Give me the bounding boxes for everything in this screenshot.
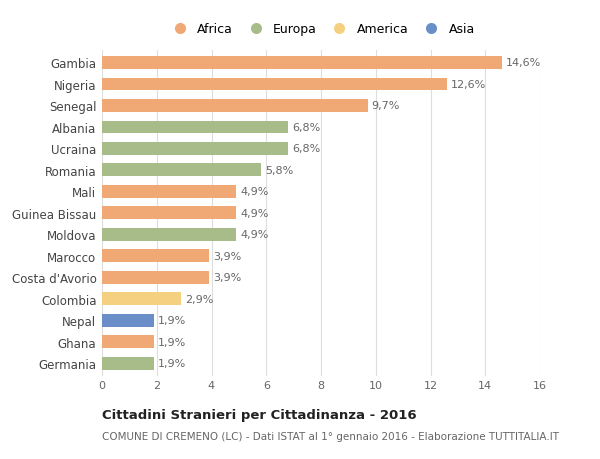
Text: 3,9%: 3,9% xyxy=(213,252,241,261)
Text: 4,9%: 4,9% xyxy=(240,208,269,218)
Text: 12,6%: 12,6% xyxy=(451,80,486,90)
Bar xyxy=(102,250,209,263)
Bar xyxy=(102,164,261,177)
Bar xyxy=(102,229,236,241)
Text: 2,9%: 2,9% xyxy=(185,294,214,304)
Bar xyxy=(102,207,236,220)
Bar xyxy=(102,143,288,156)
Text: 6,8%: 6,8% xyxy=(292,123,320,133)
Bar xyxy=(102,100,368,112)
Legend: Africa, Europa, America, Asia: Africa, Europa, America, Asia xyxy=(164,21,478,39)
Text: 9,7%: 9,7% xyxy=(371,101,400,111)
Bar xyxy=(102,121,288,134)
Text: 1,9%: 1,9% xyxy=(158,316,187,325)
Bar xyxy=(102,78,447,91)
Text: 4,9%: 4,9% xyxy=(240,230,269,240)
Bar xyxy=(102,271,209,284)
Text: 6,8%: 6,8% xyxy=(292,144,320,154)
Text: 14,6%: 14,6% xyxy=(506,58,541,68)
Bar xyxy=(102,314,154,327)
Text: 1,9%: 1,9% xyxy=(158,337,187,347)
Text: 1,9%: 1,9% xyxy=(158,358,187,369)
Text: Cittadini Stranieri per Cittadinanza - 2016: Cittadini Stranieri per Cittadinanza - 2… xyxy=(102,409,416,421)
Text: 3,9%: 3,9% xyxy=(213,273,241,283)
Bar xyxy=(102,293,181,306)
Text: COMUNE DI CREMENO (LC) - Dati ISTAT al 1° gennaio 2016 - Elaborazione TUTTITALIA: COMUNE DI CREMENO (LC) - Dati ISTAT al 1… xyxy=(102,431,559,442)
Bar xyxy=(102,185,236,198)
Bar xyxy=(102,357,154,370)
Text: 4,9%: 4,9% xyxy=(240,187,269,197)
Bar xyxy=(102,336,154,348)
Text: 5,8%: 5,8% xyxy=(265,166,293,175)
Bar xyxy=(102,57,502,70)
